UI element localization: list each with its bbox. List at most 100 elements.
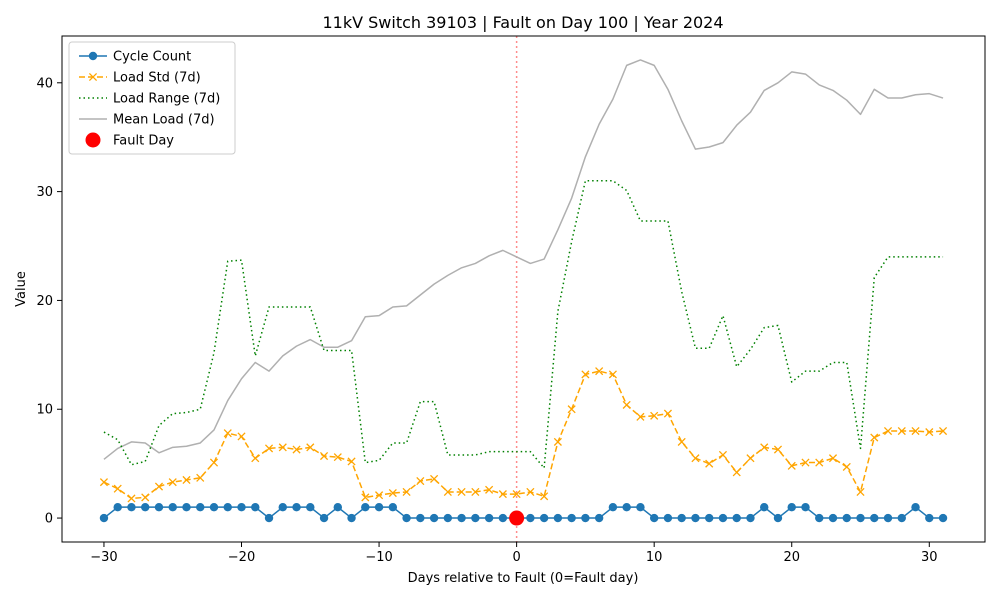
point-load-std-7d bbox=[264, 444, 274, 453]
point-load-std-7d bbox=[402, 487, 411, 497]
x-tick-label: 30 bbox=[921, 550, 938, 565]
point-load-std-7d bbox=[732, 468, 741, 477]
point-load-std-7d bbox=[457, 487, 466, 497]
point-load-std-7d bbox=[622, 400, 631, 409]
x-tick-label: −30 bbox=[90, 550, 117, 565]
point-cycle-count bbox=[141, 502, 150, 512]
point-load-std-7d bbox=[815, 458, 824, 467]
point-cycle-count bbox=[209, 502, 219, 512]
point-cycle-count bbox=[911, 502, 920, 512]
point-load-std-7d bbox=[306, 443, 315, 452]
x-tick-label: 10 bbox=[646, 550, 663, 565]
point-load-std-7d bbox=[911, 426, 920, 436]
point-cycle-count bbox=[416, 513, 425, 523]
point-load-std-7d bbox=[718, 450, 728, 460]
legend-swatch-marker bbox=[85, 132, 101, 148]
point-load-std-7d bbox=[375, 491, 384, 500]
point-load-std-7d bbox=[416, 477, 425, 486]
point-load-std-7d bbox=[251, 454, 260, 463]
point-cycle-count bbox=[251, 502, 260, 512]
point-cycle-count bbox=[746, 513, 755, 523]
point-cycle-count bbox=[127, 502, 136, 512]
point-load-std-7d bbox=[553, 437, 562, 446]
point-cycle-count bbox=[429, 513, 439, 523]
y-tick-label: 10 bbox=[36, 403, 53, 418]
y-axis-label: Value bbox=[14, 271, 29, 307]
point-cycle-count bbox=[319, 513, 329, 523]
legend-label: Mean Load (7d) bbox=[113, 113, 215, 128]
legend-label: Load Std (7d) bbox=[113, 71, 201, 86]
point-cycle-count bbox=[883, 513, 893, 523]
point-load-std-7d bbox=[113, 484, 122, 493]
point-load-std-7d bbox=[842, 462, 851, 471]
point-cycle-count bbox=[168, 502, 177, 512]
point-cycle-count bbox=[732, 513, 741, 523]
point-cycle-count bbox=[154, 502, 164, 512]
point-cycle-count bbox=[223, 502, 232, 512]
point-load-std-7d bbox=[540, 492, 549, 501]
legend-box bbox=[68, 41, 236, 155]
point-cycle-count bbox=[691, 513, 700, 523]
point-load-std-7d bbox=[636, 412, 645, 421]
point-cycle-count bbox=[484, 513, 494, 523]
point-cycle-count bbox=[443, 513, 453, 523]
legend-label: Fault Day bbox=[113, 134, 174, 149]
point-load-std-7d bbox=[581, 370, 590, 379]
point-load-std-7d bbox=[746, 454, 755, 463]
point-load-std-7d bbox=[663, 409, 672, 418]
point-load-std-7d bbox=[485, 485, 494, 494]
point-load-std-7d bbox=[883, 426, 893, 436]
y-tick-label: 30 bbox=[36, 185, 53, 200]
point-load-std-7d bbox=[333, 453, 342, 462]
point-load-std-7d bbox=[237, 432, 246, 441]
plot-area bbox=[99, 36, 948, 542]
point-cycle-count bbox=[815, 513, 824, 523]
legend-label: Cycle Count bbox=[113, 50, 191, 65]
point-load-std-7d bbox=[925, 428, 934, 437]
chart-title: 11kV Switch 39103 | Fault on Day 100 | Y… bbox=[322, 13, 723, 32]
point-load-std-7d bbox=[471, 487, 480, 497]
point-cycle-count bbox=[938, 513, 948, 523]
point-load-std-7d bbox=[608, 370, 617, 379]
point-cycle-count bbox=[374, 502, 384, 512]
point-load-std-7d bbox=[938, 426, 948, 436]
point-load-std-7d bbox=[828, 454, 838, 463]
point-load-std-7d bbox=[760, 443, 769, 452]
point-load-std-7d bbox=[856, 487, 865, 497]
point-load-std-7d bbox=[196, 473, 205, 482]
point-cycle-count bbox=[856, 513, 865, 523]
point-cycle-count bbox=[870, 513, 879, 523]
plot-frame bbox=[61, 35, 986, 543]
point-load-std-7d bbox=[870, 433, 879, 442]
point-cycle-count bbox=[196, 502, 205, 512]
point-cycle-count bbox=[677, 513, 686, 523]
legend: Cycle Count Load Std (7d) Load Range (7d) M… bbox=[68, 41, 236, 155]
point-load-std-7d bbox=[705, 459, 714, 468]
point-cycle-count bbox=[292, 502, 301, 512]
point-cycle-count bbox=[760, 502, 769, 512]
point-load-std-7d bbox=[567, 405, 576, 414]
x-tick-label: 0 bbox=[512, 550, 520, 565]
x-tick-label: −10 bbox=[365, 550, 392, 565]
point-cycle-count bbox=[663, 513, 673, 523]
point-cycle-count bbox=[361, 502, 370, 512]
series-line-mean-load-7d bbox=[103, 59, 944, 460]
point-cycle-count bbox=[264, 513, 274, 523]
y-tick-label: 40 bbox=[36, 76, 53, 91]
point-cycle-count bbox=[457, 513, 466, 523]
point-cycle-count bbox=[897, 513, 906, 523]
point-cycle-count bbox=[718, 513, 728, 523]
point-load-std-7d bbox=[526, 487, 535, 497]
point-cycle-count bbox=[498, 513, 508, 523]
point-cycle-count bbox=[649, 513, 659, 523]
point-cycle-count bbox=[99, 513, 109, 523]
point-load-std-7d bbox=[512, 490, 521, 499]
x-tick-label: −20 bbox=[228, 550, 255, 565]
point-load-std-7d bbox=[691, 454, 700, 463]
point-load-std-7d bbox=[319, 451, 329, 461]
point-load-std-7d bbox=[223, 429, 232, 438]
point-cycle-count bbox=[553, 513, 563, 523]
point-cycle-count bbox=[828, 513, 838, 523]
y-tick-label: 0 bbox=[45, 512, 53, 527]
